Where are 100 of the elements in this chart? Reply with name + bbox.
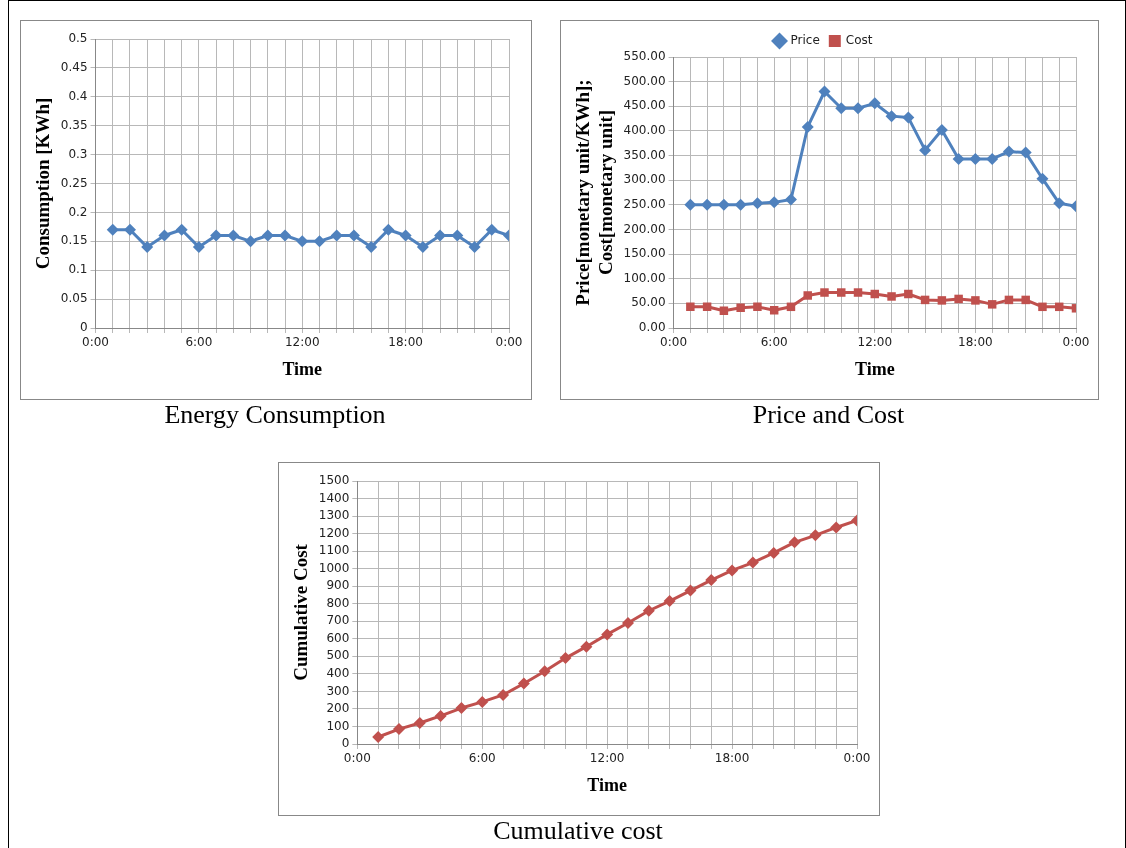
point bbox=[413, 716, 426, 729]
point bbox=[106, 223, 119, 236]
point bbox=[835, 102, 848, 115]
point bbox=[818, 85, 831, 98]
point bbox=[837, 288, 846, 297]
point bbox=[751, 197, 764, 210]
y-tick-label: 0.15 bbox=[60, 233, 88, 248]
y-tick-label: 0.2 bbox=[68, 204, 88, 219]
x-tick-label: 0:00 bbox=[1062, 335, 1090, 350]
y-tick-label: 100 bbox=[326, 718, 350, 733]
y-tick-label: 300.00 bbox=[623, 172, 666, 187]
x-tick-label: 6:00 bbox=[185, 335, 213, 350]
point bbox=[705, 574, 718, 587]
point bbox=[684, 198, 697, 211]
y-tick-label: 250.00 bbox=[623, 196, 666, 211]
legend-label: Cost bbox=[845, 33, 873, 48]
y-tick-label: 800 bbox=[326, 595, 350, 610]
point bbox=[853, 288, 863, 297]
point bbox=[1053, 197, 1066, 210]
point bbox=[803, 291, 812, 300]
point bbox=[952, 153, 965, 165]
y-tick-label: 0.4 bbox=[68, 88, 88, 103]
point bbox=[485, 223, 498, 236]
y-tick-label: 0 bbox=[79, 320, 88, 335]
point bbox=[175, 223, 188, 236]
point bbox=[904, 289, 913, 299]
point bbox=[365, 241, 378, 254]
y-tick-label: 300 bbox=[326, 683, 350, 698]
point bbox=[497, 688, 510, 701]
y-tick-label: 1400 bbox=[318, 490, 350, 505]
x-tick-label: 12:00 bbox=[589, 751, 625, 766]
x-tick-label: 12:00 bbox=[284, 335, 320, 350]
y-tick-label: 1200 bbox=[318, 525, 350, 540]
point bbox=[279, 229, 292, 242]
point bbox=[580, 640, 593, 653]
point bbox=[969, 153, 982, 165]
y-tick-label: 100.00 bbox=[623, 270, 666, 285]
y-tick-label: 700 bbox=[326, 613, 350, 628]
point bbox=[767, 546, 780, 559]
point bbox=[663, 595, 676, 608]
y-tick-label: 0.05 bbox=[60, 291, 88, 306]
y-axis-title: Cumulative Cost bbox=[290, 543, 312, 681]
point bbox=[784, 193, 797, 206]
point bbox=[852, 102, 865, 115]
y-tick-label: 450.00 bbox=[623, 98, 666, 113]
y-tick-label: 0.00 bbox=[638, 320, 666, 335]
point bbox=[141, 241, 154, 254]
text: Price and Cost bbox=[751, 400, 906, 430]
y-tick-label: 200.00 bbox=[623, 221, 666, 236]
point bbox=[601, 628, 614, 641]
y-axis-title: Price[monetary unit/KWh]; Cost[monetary unit] bbox=[572, 79, 617, 306]
y-tick-label: 0.5 bbox=[68, 31, 88, 46]
point bbox=[517, 677, 530, 690]
point bbox=[820, 288, 829, 297]
x-tick-label: 0:00 bbox=[343, 751, 371, 766]
y-tick-label: 0 bbox=[341, 736, 350, 751]
x-tick-label: 18:00 bbox=[958, 335, 993, 350]
y-tick-label: 50.00 bbox=[631, 295, 666, 310]
y-tick-label: 500 bbox=[326, 648, 350, 663]
y-tick-label: 1300 bbox=[318, 508, 350, 523]
point bbox=[476, 695, 489, 708]
point bbox=[434, 709, 447, 722]
point bbox=[684, 584, 697, 597]
point bbox=[559, 652, 572, 665]
x-axis-title: Time bbox=[854, 358, 895, 379]
point bbox=[158, 229, 171, 242]
y-tick-label: 400.00 bbox=[623, 123, 666, 138]
point bbox=[726, 564, 739, 577]
point bbox=[455, 702, 468, 715]
point bbox=[768, 196, 781, 209]
y-tick-label: 0.25 bbox=[60, 175, 88, 190]
point bbox=[746, 556, 759, 569]
x-tick-label: 6:00 bbox=[760, 335, 788, 350]
point bbox=[954, 294, 963, 304]
x-tick-label: 12:00 bbox=[857, 335, 893, 350]
point bbox=[1002, 145, 1015, 158]
point bbox=[734, 198, 747, 211]
point bbox=[868, 97, 881, 110]
point bbox=[1019, 146, 1032, 159]
y-tick-label: 500.00 bbox=[623, 73, 666, 88]
x-tick-label: 0:00 bbox=[495, 335, 523, 350]
point bbox=[1036, 172, 1049, 185]
point bbox=[1038, 302, 1047, 312]
x-tick-label: 6:00 bbox=[468, 751, 496, 766]
x-tick-label: 0:00 bbox=[843, 751, 871, 766]
point bbox=[736, 303, 745, 313]
y-axis-title: Consumption [KWh] bbox=[32, 97, 54, 270]
point bbox=[887, 292, 896, 301]
point bbox=[769, 306, 779, 315]
point bbox=[192, 241, 205, 254]
y-tick-label: 1000 bbox=[318, 560, 350, 575]
point bbox=[986, 153, 999, 165]
point bbox=[686, 302, 695, 312]
point bbox=[809, 529, 822, 542]
text: Cumulative cost bbox=[492, 816, 664, 846]
point bbox=[788, 536, 801, 549]
point bbox=[399, 229, 412, 242]
y-tick-label: 400 bbox=[326, 665, 350, 680]
point bbox=[919, 144, 932, 157]
point bbox=[937, 296, 947, 305]
